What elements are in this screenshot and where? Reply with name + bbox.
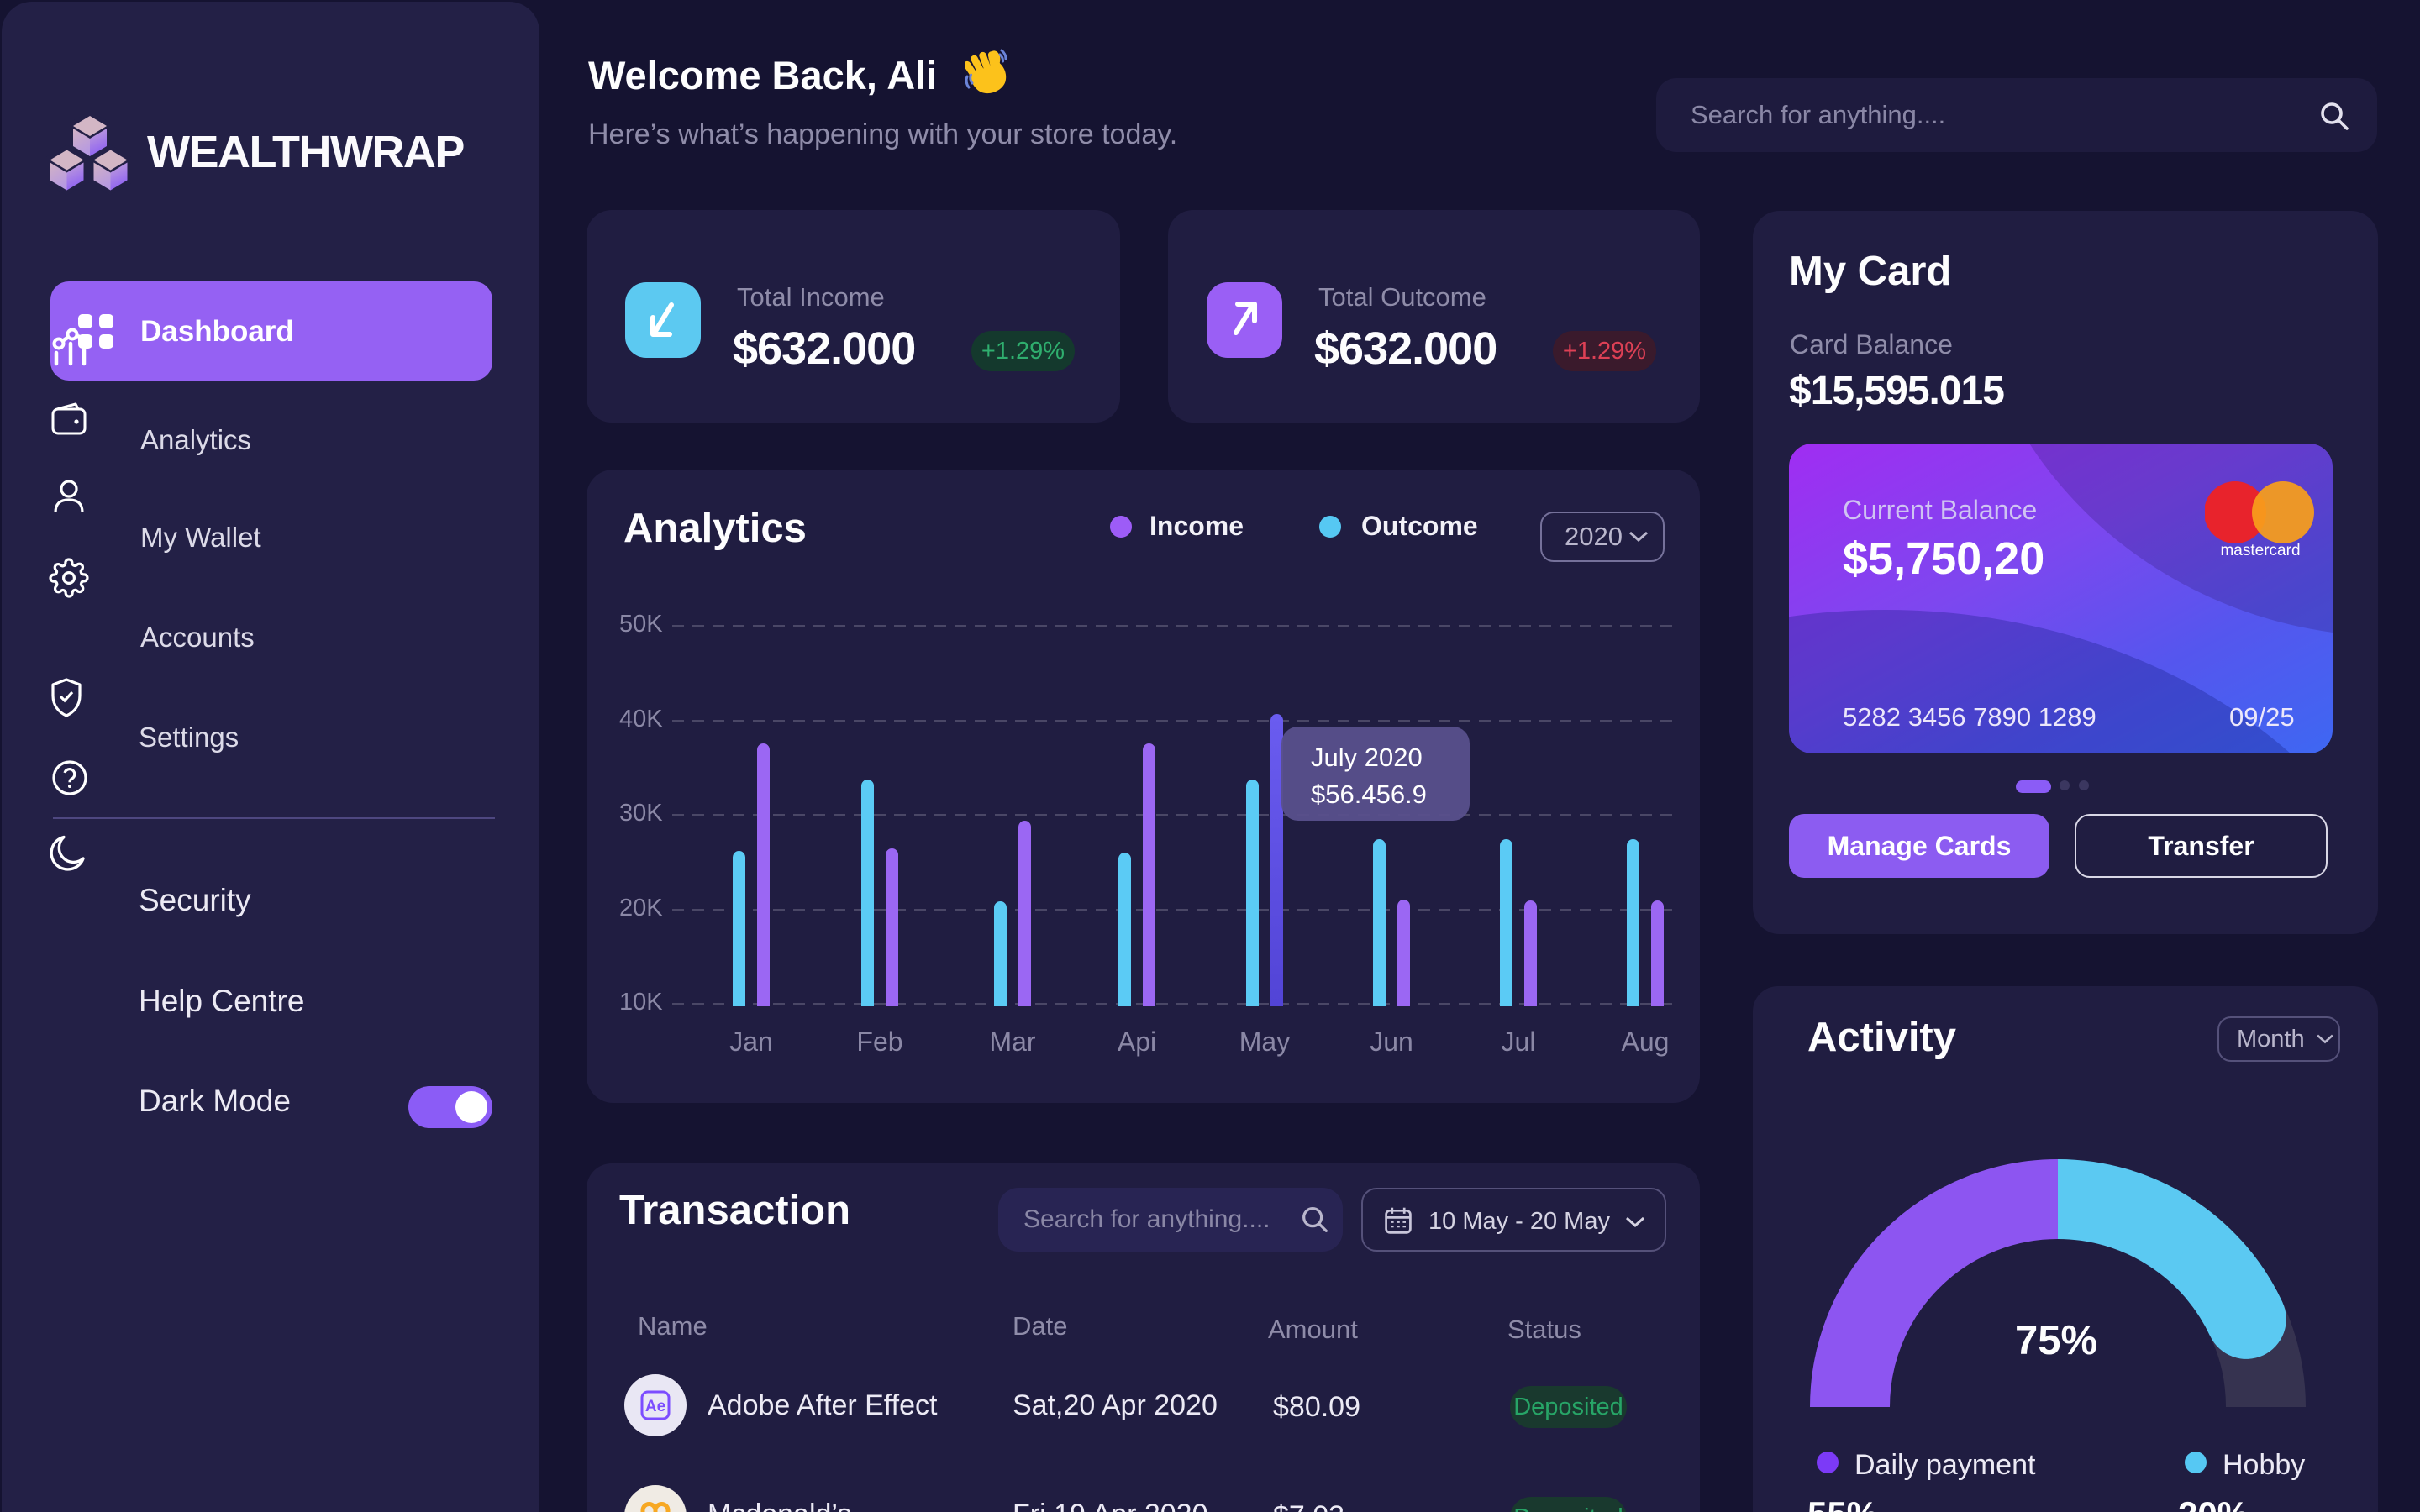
svg-text:Ae: Ae: [645, 1398, 666, 1415]
svg-text:mastercard: mastercard: [2220, 542, 2300, 559]
